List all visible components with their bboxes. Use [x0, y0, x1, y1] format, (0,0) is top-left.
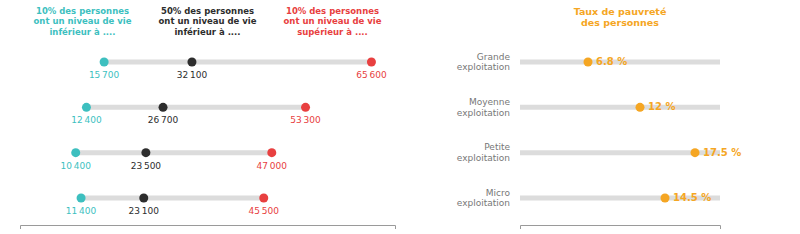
panel-1: Taux de pauvretédes personnesGrandeexplo… [457, 6, 741, 229]
dot [82, 103, 91, 112]
dot [141, 148, 150, 157]
text-line: 10% des personnes [286, 6, 379, 16]
chart-root: 10% des personnesont un niveau de vieinf… [0, 0, 800, 234]
dot [267, 148, 276, 157]
data-label: 47 000 [257, 161, 288, 171]
range-bar [86, 105, 305, 110]
data-label: 32 100 [177, 70, 208, 80]
dot [139, 194, 148, 203]
range-bar [104, 60, 371, 65]
text-line: ont un niveau de vie [283, 16, 381, 26]
data-label: 23 500 [131, 161, 162, 171]
data-label: 53 300 [290, 115, 321, 125]
data-label: 14.5 % [673, 192, 711, 203]
data-label: 26 700 [148, 115, 179, 125]
dot [100, 58, 109, 67]
dot [584, 58, 593, 67]
text-line: inférieur à .... [49, 27, 115, 37]
data-label: 65 600 [356, 70, 387, 80]
x-axis-line [521, 226, 721, 230]
dot [661, 194, 670, 203]
text-line: supérieur à .... [297, 27, 368, 37]
marks [71, 58, 376, 203]
series-header: 10% des personnesont un niveau de vieinf… [33, 6, 131, 37]
dot [187, 58, 196, 67]
dot [367, 58, 376, 67]
track [520, 105, 720, 110]
x-axis [21, 226, 396, 230]
data-label: 12 400 [71, 115, 102, 125]
marks [520, 58, 720, 203]
data-label: 17.5 % [703, 147, 741, 158]
panel-0: 10% des personnesont un niveau de vieinf… [21, 6, 396, 229]
dot [259, 194, 268, 203]
data-label: 45 500 [249, 206, 280, 216]
series-header: 50% des personnesont un niveau de vieinf… [158, 6, 256, 37]
dot [159, 103, 168, 112]
data-label: 11 400 [66, 206, 97, 216]
dot [301, 103, 310, 112]
title: Taux de pauvretédes personnes [574, 6, 667, 29]
category-label: Petiteexploitation [457, 142, 511, 163]
text-line: ont un niveau de vie [158, 16, 256, 26]
x-axis [521, 226, 721, 230]
text-line: Petite [484, 142, 510, 152]
text-line: inférieur à .... [174, 27, 240, 37]
x-axis-line [21, 226, 396, 230]
text-line: 10% des personnes [36, 6, 129, 16]
data-label: 6.8 % [596, 56, 627, 67]
text-line: 50% des personnes [161, 6, 254, 16]
category-label: Microexploitation [457, 188, 511, 209]
data-label: 23 100 [129, 206, 160, 216]
text-line: des personnes [581, 17, 659, 28]
data-label: 15 700 [89, 70, 120, 80]
track [520, 150, 720, 155]
data-label: 12 % [648, 101, 675, 112]
text-line: Taux de pauvreté [574, 6, 667, 17]
data-labels: 6.8 % 12 % 17.5 % 14.5 % [596, 56, 741, 203]
data-labels: 15 700 12 400 10 400 11 400 32 100 26 700 23 5… [60, 70, 386, 216]
dot [691, 148, 700, 157]
dot [636, 103, 645, 112]
text-line: exploitation [457, 62, 510, 72]
data-label: 10 400 [60, 161, 91, 171]
category-label: Grandeexploitation [457, 52, 511, 73]
text-line: exploitation [457, 153, 510, 163]
text-line: exploitation [457, 108, 510, 118]
text-line: Grande [477, 52, 511, 62]
text-line: ont un niveau de vie [33, 16, 131, 26]
text-line: Micro [486, 188, 511, 198]
range-bar [81, 196, 264, 201]
text-line: exploitation [457, 198, 510, 208]
dot [71, 148, 80, 157]
dot [77, 194, 86, 203]
range-bar [76, 150, 272, 155]
category-label: Moyenneexploitation [457, 97, 511, 118]
text-line: Moyenne [469, 97, 511, 107]
series-header: 10% des personnesont un niveau de viesup… [283, 6, 381, 37]
